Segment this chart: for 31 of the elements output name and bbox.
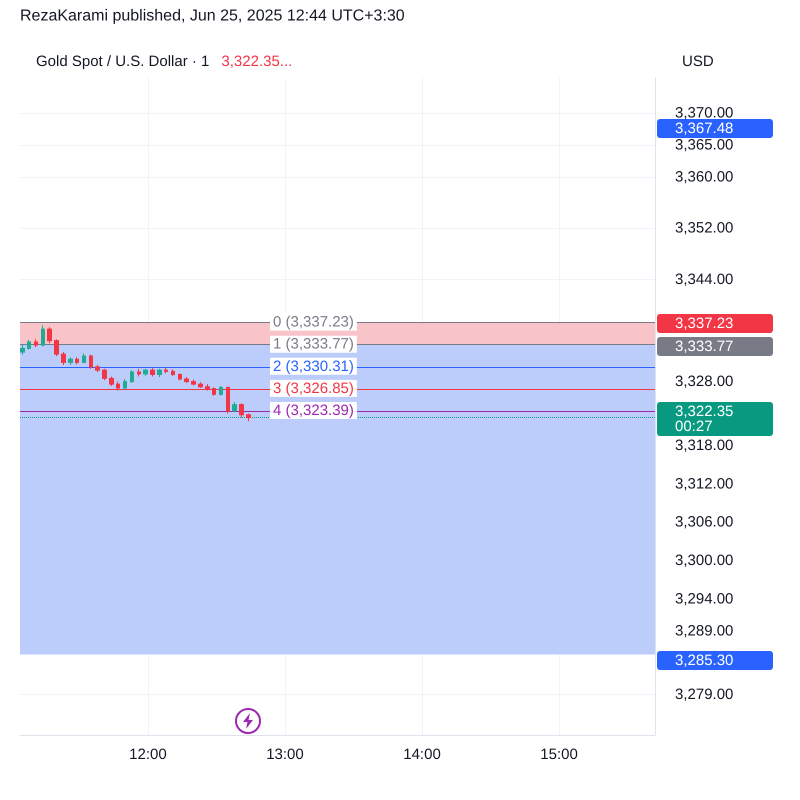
ref-line-label: 0 (3,337.23) <box>273 314 354 331</box>
y-tick-label: 3,279.00 <box>675 686 734 704</box>
x-tick-label: 13:00 <box>266 746 304 763</box>
y-axis-title: USD <box>682 53 714 70</box>
y-tick-label: 3,328.00 <box>675 373 734 390</box>
y-tick-label: 3,306.00 <box>675 514 734 531</box>
y-tick-label: 3,360.00 <box>675 168 734 186</box>
y-tick-label: 3,289.00 <box>675 622 734 640</box>
text: 3,322.35... <box>221 53 292 70</box>
y-tick-label: 3,294.00 <box>675 590 734 608</box>
chart-subtitle: Gold Spot / U.S. Dollar · 1 <box>36 53 210 70</box>
y-tick-label: 3,352.00 <box>675 220 734 237</box>
ref-line-label: 1 (3,333.77) <box>273 336 354 353</box>
ref-line-label: 2 (3,330.31) <box>273 358 354 375</box>
text: 3,285.30 <box>675 652 734 669</box>
y-tick-label: 3,312.00 <box>675 475 734 492</box>
text: 3,367.48 <box>675 120 734 137</box>
text: 3,333.77 <box>675 338 734 355</box>
y-tick-label: 3,318.00 <box>675 436 734 454</box>
x-tick-label: 14:00 <box>403 746 441 763</box>
y-tick-label: 3,370.00 <box>675 104 734 122</box>
text: 3,322.35 00:27 <box>675 403 734 435</box>
text: 3,337.23 <box>675 315 734 332</box>
x-tick-label: 12:00 <box>129 746 167 763</box>
chart-title: RezaKarami published, Jun 25, 2025 12:44 UTC+3:30 <box>20 8 405 24</box>
ref-line-label: 4 (3,323.39) <box>273 402 354 420</box>
x-tick-label: 15:00 <box>540 746 578 763</box>
y-tick-label: 3,365.00 <box>675 136 734 154</box>
y-tick-label: 3,300.00 <box>675 552 734 570</box>
y-tick-label: 3,344.00 <box>675 270 734 288</box>
ref-line-label: 3 (3,326.85) <box>273 380 354 397</box>
